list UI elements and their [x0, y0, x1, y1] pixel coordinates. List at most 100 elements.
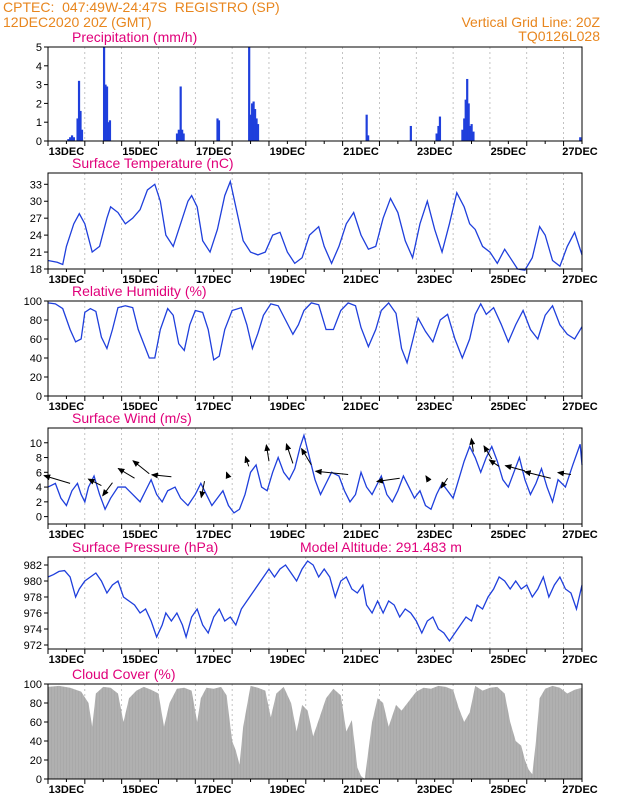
- pressure-ytick-label: 974: [24, 624, 42, 636]
- precip-bar: [104, 84, 107, 141]
- precip-bar: [182, 133, 185, 141]
- temperature-ytick-label: 33: [30, 179, 42, 191]
- precip-bar: [107, 122, 110, 141]
- wind-ytick-label: 2: [36, 497, 42, 509]
- temperature-panel: Surface Temperature (nC) 18 21 24 27 30 33 13DE…: [30, 155, 598, 286]
- wind-wind-vector: [199, 481, 206, 499]
- humidity-panel: Relative Humidity (%) 0 20 40 60 80 100 13DEC 15…: [24, 283, 598, 413]
- wind-wind-vector: [469, 437, 476, 452]
- humidity-ytick-label: 20: [30, 372, 42, 384]
- humidity-xtick-label: 27DEC: [562, 401, 598, 413]
- precip-bar: [435, 133, 438, 141]
- precip-bar: [252, 101, 255, 141]
- temperature-ytick-label: 30: [30, 196, 42, 208]
- humidity-frame: [47, 300, 583, 397]
- precip-bar: [217, 120, 221, 141]
- wind-ytick-label: 4: [36, 482, 42, 494]
- cloud-panel: Cloud Cover (%) 0 20 40 60 80 100 13DEC 15DEC 17D…: [24, 666, 598, 796]
- pressure-xtick-label: 27DEC: [562, 654, 598, 666]
- precip-bar: [256, 124, 260, 141]
- precip-ytick-label: 0: [36, 136, 42, 148]
- humidity-title: Relative Humidity (%): [72, 283, 207, 299]
- precip-bar: [108, 120, 112, 141]
- pressure-ytick-label: 982: [24, 560, 42, 572]
- cloud-ytick-label: 0: [36, 774, 42, 786]
- precip-bar: [177, 129, 180, 141]
- wind-wind-vector: [102, 482, 113, 497]
- precip-bar: [179, 86, 182, 141]
- temperature-xtick-label: 23DEC: [417, 274, 453, 286]
- pressure-xtick-label: 15DEC: [122, 654, 158, 666]
- temperature-xtick-label: 15DEC: [122, 274, 158, 286]
- pressure-title: Surface Pressure (hPa): [72, 539, 218, 555]
- wind-wind-vector: [285, 442, 294, 464]
- cloud-ytick-label: 80: [30, 698, 42, 710]
- temperature-ytick-label: 21: [30, 247, 42, 259]
- precip-bar: [67, 139, 70, 141]
- header-station: CPTEC: 047:49W-24:47S REGISTRO (SP): [3, 0, 280, 15]
- header-run-time: 12DEC2020 20Z (GMT): [3, 14, 152, 30]
- humidity-xtick-label: 25DEC: [491, 401, 527, 413]
- wind-xtick-label: 17DEC: [196, 529, 232, 541]
- precip-bar: [79, 110, 82, 141]
- precip-bar: [437, 125, 440, 141]
- precip-bar: [472, 131, 475, 141]
- wind-xtick-label: 27DEC: [562, 529, 598, 541]
- pressure-xtick-label: 13DEC: [49, 654, 85, 666]
- temperature-ytick-label: 24: [30, 230, 42, 242]
- precip-xtick-label: 13DEC: [49, 146, 85, 158]
- precip-bar: [249, 114, 252, 141]
- precip-bar: [466, 78, 469, 141]
- wind-wind-vector: [314, 468, 349, 476]
- pressure-annotation: Model Altitude: 291.483 m: [300, 539, 462, 555]
- precip-bar: [464, 99, 467, 141]
- pressure-frame: [47, 556, 583, 650]
- temperature-series-line: [47, 179, 583, 271]
- cloud-frame: [47, 683, 583, 780]
- humidity-xtick-label: 21DEC: [343, 401, 379, 413]
- precip-bar: [409, 125, 412, 141]
- pressure-xtick-label: 25DEC: [491, 654, 527, 666]
- temperature-xtick-label: 17DEC: [196, 274, 232, 286]
- temperature-xtick-label: 27DEC: [562, 274, 598, 286]
- precip-bar: [251, 103, 254, 141]
- precip-bar: [470, 124, 473, 141]
- humidity-xtick-label: 17DEC: [196, 401, 232, 413]
- temperature-ytick-label: 18: [30, 264, 42, 276]
- precip-bar: [77, 80, 81, 141]
- precip-ytick-label: 2: [36, 98, 42, 110]
- cloud-ytick-label: 20: [30, 755, 42, 767]
- wind-wind-vector: [117, 467, 135, 479]
- precip-bar: [70, 135, 74, 141]
- precip-bar: [255, 118, 258, 141]
- wind-series-line: [47, 433, 583, 514]
- wind-xtick-label: 21DEC: [343, 529, 379, 541]
- precip-bar: [248, 47, 251, 141]
- precip-bar: [72, 137, 75, 141]
- header-model-id: TQ0126L028: [518, 28, 600, 44]
- cloud-area: [48, 685, 582, 779]
- wind-ytick-label: 0: [36, 512, 42, 524]
- wind-xtick-label: 25DEC: [491, 529, 527, 541]
- wind-wind-vector: [244, 455, 251, 467]
- temperature-xtick-label: 21DEC: [343, 274, 379, 286]
- cloud-xtick-label: 17DEC: [196, 784, 232, 796]
- cloud-ytick-label: 40: [30, 736, 42, 748]
- precip-frame: [47, 46, 583, 142]
- temperature-xtick-label: 25DEC: [491, 274, 527, 286]
- pressure-ytick-label: 972: [24, 640, 42, 652]
- cloud-xtick-label: 21DEC: [343, 784, 379, 796]
- humidity-ytick-label: 0: [36, 391, 42, 403]
- precip-xtick-label: 15DEC: [122, 146, 158, 158]
- precip-bar: [175, 133, 179, 141]
- cloud-xtick-label: 15DEC: [122, 784, 158, 796]
- wind-xtick-label: 13DEC: [49, 529, 85, 541]
- precip-ytick-label: 4: [36, 61, 42, 73]
- humidity-ytick-label: 40: [30, 353, 42, 365]
- pressure-panel: Surface Pressure (hPa) Model Altitude: 29…: [24, 539, 598, 666]
- precip-bar: [76, 118, 79, 141]
- cloud-title: Cloud Cover (%): [72, 666, 175, 682]
- pressure-xtick-label: 17DEC: [196, 654, 232, 666]
- wind-frame: [47, 427, 583, 525]
